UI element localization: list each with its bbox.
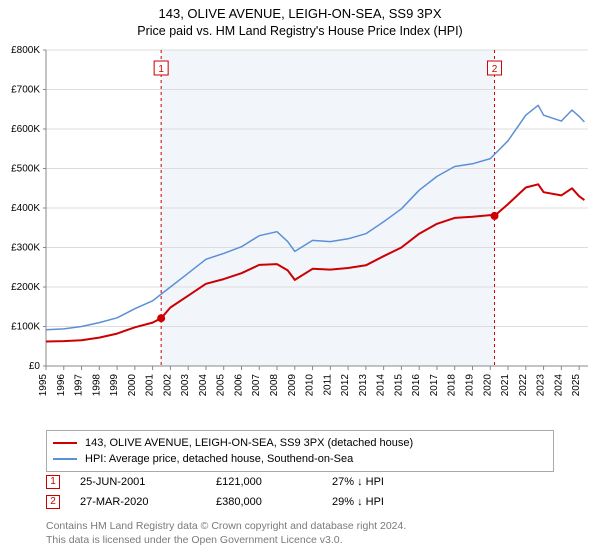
- svg-text:2008: 2008: [269, 374, 280, 397]
- legend: 143, OLIVE AVENUE, LEIGH-ON-SEA, SS9 3PX…: [46, 430, 554, 472]
- svg-text:2012: 2012: [340, 374, 351, 397]
- price-chart: £0 £100K £200K £300K £400K £500K £600K £700K £80…: [0, 44, 600, 424]
- events-table: 1 25-JUN-2001 £121,000 27% ↓ HPI 2 27-MAR-202…: [46, 472, 554, 512]
- footer-line-1: Contains HM Land Registry data © Crown c…: [46, 520, 554, 534]
- svg-text:2002: 2002: [162, 374, 173, 397]
- event-hpi: 27% ↓ HPI: [332, 476, 442, 488]
- svg-text:2003: 2003: [180, 374, 191, 397]
- event-marker: 1: [46, 475, 60, 489]
- legend-swatch: [53, 458, 77, 460]
- svg-text:2007: 2007: [251, 374, 262, 397]
- svg-text:2010: 2010: [305, 374, 316, 397]
- svg-text:£100K: £100K: [11, 322, 40, 333]
- svg-text:£700K: £700K: [11, 85, 40, 96]
- svg-text:£800K: £800K: [11, 45, 40, 56]
- svg-text:1996: 1996: [56, 374, 67, 397]
- svg-text:2019: 2019: [464, 374, 475, 397]
- event-price: £121,000: [216, 476, 326, 488]
- svg-text:2021: 2021: [500, 374, 511, 397]
- svg-text:1: 1: [158, 64, 164, 75]
- svg-text:2015: 2015: [393, 374, 404, 397]
- page-title: 143, OLIVE AVENUE, LEIGH-ON-SEA, SS9 3PX: [0, 6, 600, 23]
- svg-text:2025: 2025: [571, 374, 582, 397]
- svg-text:1998: 1998: [91, 374, 102, 397]
- svg-text:£200K: £200K: [11, 282, 40, 293]
- footer-credits: Contains HM Land Registry data © Crown c…: [46, 520, 554, 547]
- legend-swatch: [53, 442, 77, 444]
- svg-text:2022: 2022: [518, 374, 529, 397]
- svg-text:1997: 1997: [74, 374, 85, 397]
- footer-line-2: This data is licensed under the Open Gov…: [46, 534, 554, 548]
- svg-text:£500K: £500K: [11, 164, 40, 175]
- event-row: 1 25-JUN-2001 £121,000 27% ↓ HPI: [46, 472, 554, 492]
- svg-text:2013: 2013: [358, 374, 369, 397]
- svg-text:2005: 2005: [216, 374, 227, 397]
- event-price: £380,000: [216, 496, 326, 508]
- legend-label: HPI: Average price, detached house, Sout…: [85, 453, 353, 465]
- legend-row: HPI: Average price, detached house, Sout…: [53, 451, 547, 467]
- svg-text:2011: 2011: [322, 374, 333, 396]
- svg-text:2016: 2016: [411, 374, 422, 397]
- svg-text:2004: 2004: [198, 374, 209, 397]
- svg-text:2009: 2009: [287, 374, 298, 397]
- svg-text:1995: 1995: [38, 374, 49, 397]
- event-date: 27-MAR-2020: [66, 496, 210, 508]
- svg-text:2001: 2001: [145, 374, 156, 397]
- svg-text:2014: 2014: [376, 374, 387, 397]
- svg-text:2024: 2024: [553, 374, 564, 397]
- svg-text:2: 2: [492, 64, 498, 75]
- event-marker: 2: [46, 495, 60, 509]
- event-hpi: 29% ↓ HPI: [332, 496, 442, 508]
- event-date: 25-JUN-2001: [66, 476, 210, 488]
- legend-row: 143, OLIVE AVENUE, LEIGH-ON-SEA, SS9 3PX…: [53, 435, 547, 451]
- svg-text:2023: 2023: [536, 374, 547, 397]
- svg-text:£400K: £400K: [11, 203, 40, 214]
- svg-text:2018: 2018: [447, 374, 458, 397]
- svg-text:£0: £0: [29, 361, 41, 372]
- event-row: 2 27-MAR-2020 £380,000 29% ↓ HPI: [46, 492, 554, 512]
- svg-text:2000: 2000: [127, 374, 138, 397]
- svg-text:2017: 2017: [429, 374, 440, 397]
- svg-text:£300K: £300K: [11, 243, 40, 254]
- svg-text:1999: 1999: [109, 374, 120, 397]
- legend-label: 143, OLIVE AVENUE, LEIGH-ON-SEA, SS9 3PX…: [85, 437, 413, 449]
- page-subtitle: Price paid vs. HM Land Registry's House …: [0, 23, 600, 39]
- svg-text:2006: 2006: [233, 374, 244, 397]
- svg-text:£600K: £600K: [11, 124, 40, 135]
- svg-text:2020: 2020: [482, 374, 493, 397]
